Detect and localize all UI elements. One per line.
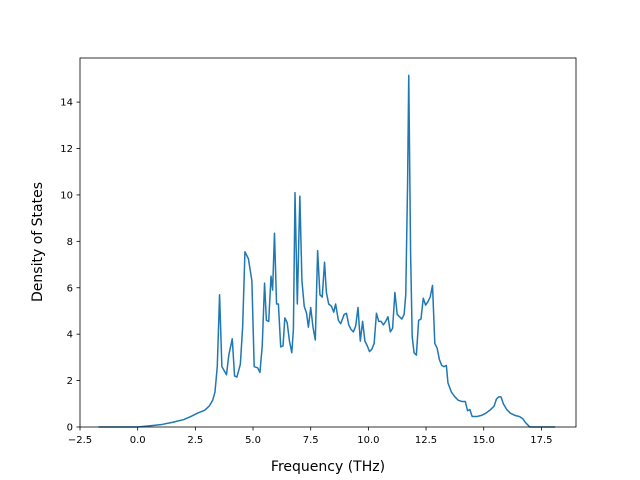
y-tick-label: 14	[60, 98, 73, 109]
dos-series-line	[98, 74, 556, 428]
plot-area	[80, 58, 576, 427]
x-tick-label: 5.0	[245, 435, 261, 446]
y-axis-ticks: 0 2 4 6 8 10 12 14	[60, 98, 80, 434]
y-tick-label: 12	[60, 144, 73, 155]
x-tick-label: 7.5	[303, 435, 319, 446]
x-tick-label: 10.0	[357, 435, 379, 446]
x-tick-label: 0.0	[130, 435, 146, 446]
y-tick-label: 8	[67, 237, 73, 248]
x-tick-label: 15.0	[473, 435, 495, 446]
y-tick-label: 6	[67, 283, 73, 294]
y-axis-label: Density of States	[30, 182, 46, 302]
x-tick-label: −2.5	[68, 435, 92, 446]
y-tick-label: 10	[60, 190, 73, 201]
x-axis-ticks: −2.5 0.0 2.5 5.0 7.5 10.0 12.5 15.0 17.5	[68, 427, 553, 446]
plot-frame	[79, 57, 577, 428]
y-tick-label: 0	[67, 423, 73, 434]
x-tick-label: 2.5	[187, 435, 203, 446]
x-tick-label: 12.5	[415, 435, 437, 446]
x-axis-label: Frequency (THz)	[271, 459, 385, 475]
y-tick-label: 4	[67, 330, 73, 341]
x-tick-label: 17.5	[530, 435, 552, 446]
y-tick-label: 2	[67, 376, 73, 387]
